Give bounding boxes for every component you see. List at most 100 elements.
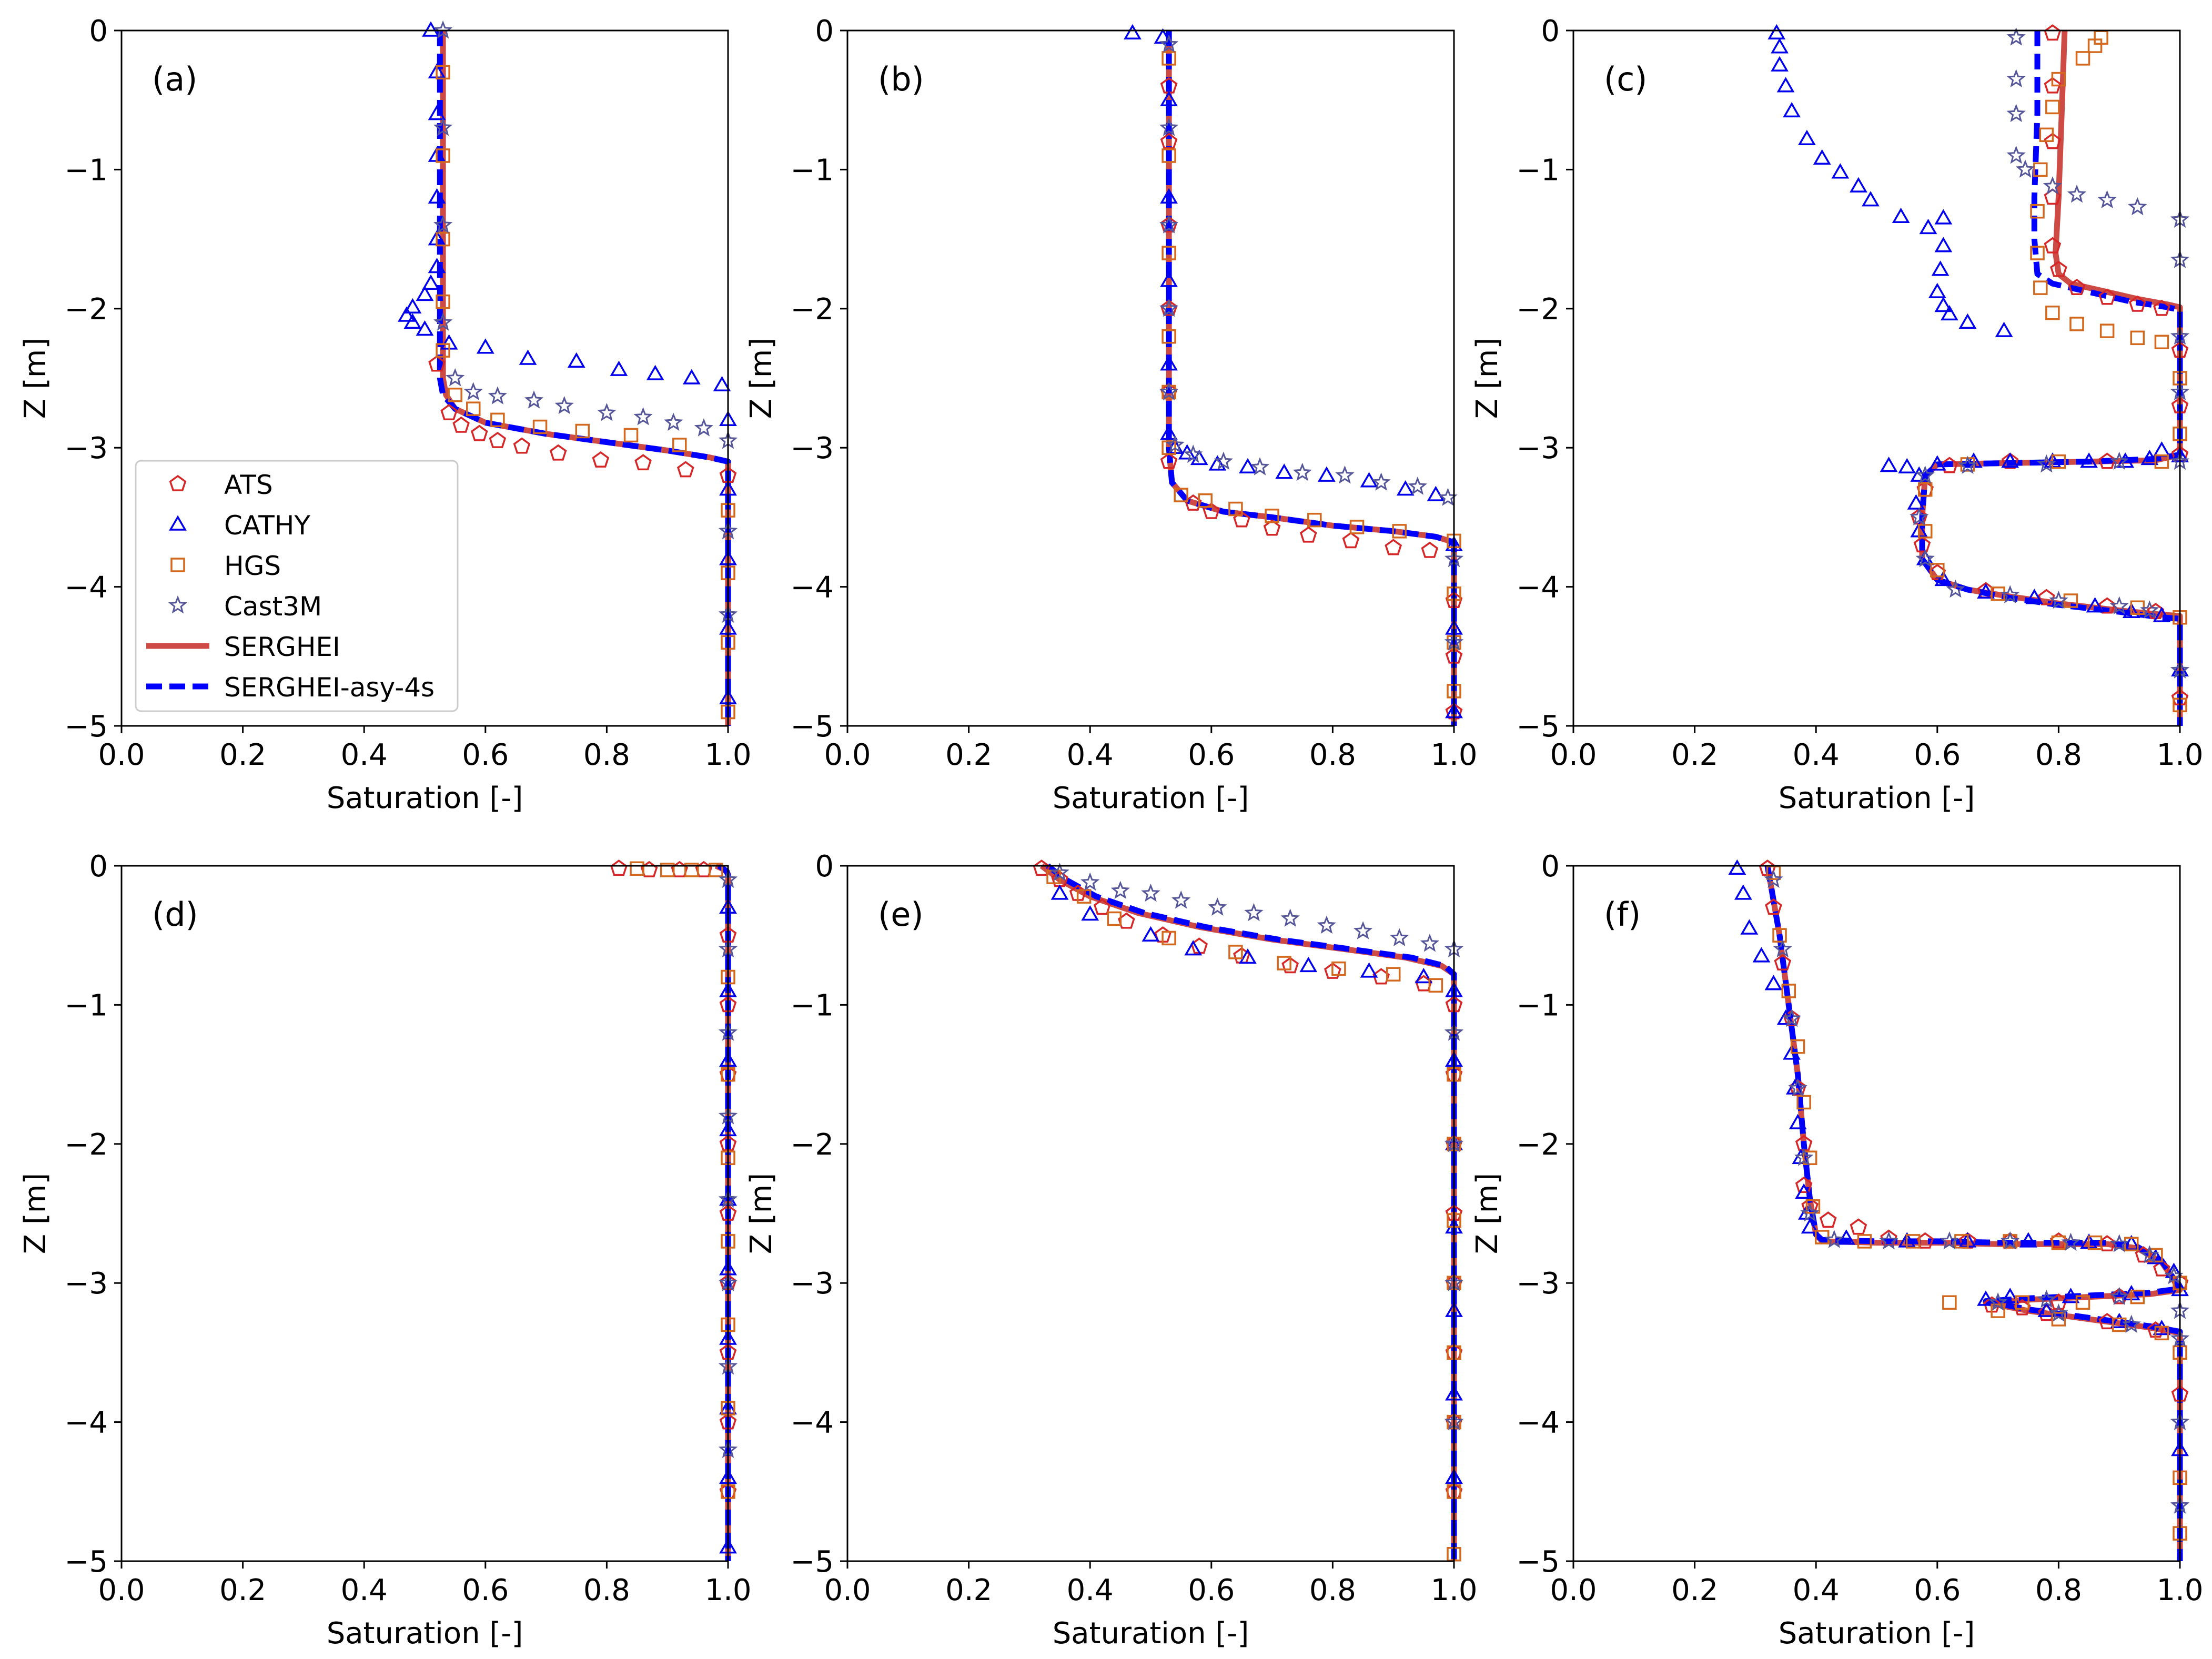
x-tick-label: 0.2 <box>945 738 992 772</box>
panel-label: (c) <box>1604 60 1647 98</box>
data-point <box>1765 898 1782 915</box>
data-point <box>1917 524 1933 539</box>
data-point <box>1813 149 1831 165</box>
data-point <box>2153 1260 2170 1277</box>
data-point <box>1801 1218 1819 1234</box>
data-point <box>1051 884 1069 900</box>
data-point <box>2067 184 2087 203</box>
data-point <box>2148 1248 2163 1263</box>
y-tick-label: −1 <box>790 153 834 187</box>
data-point <box>2037 1289 2056 1308</box>
data-point <box>2109 1234 2129 1252</box>
data-point <box>1390 928 1409 946</box>
y-tick-label: −5 <box>1516 1545 1560 1579</box>
data-point <box>1208 455 1227 471</box>
x-tick-label: 0.2 <box>1671 1573 1718 1607</box>
data-point <box>1850 1218 1867 1235</box>
data-point <box>433 312 453 331</box>
series-line-serghei <box>440 31 731 726</box>
data-point <box>2051 1312 2066 1327</box>
x-tick-label: 0.2 <box>1671 738 1718 772</box>
data-point <box>634 454 652 471</box>
data-point <box>1728 859 1746 875</box>
chart-panel-f: 0.0 0.2 0.4 0.6 0.8 1.0 0 −1 −2 −3 −4 −5 Saturation … <box>1470 849 2204 1651</box>
data-point <box>1190 449 1208 466</box>
data-point <box>2025 589 2044 604</box>
data-point <box>1915 549 1935 568</box>
data-point <box>2086 597 2104 613</box>
data-point <box>1275 463 1294 479</box>
chart-panel-c: 0.0 0.2 0.4 0.6 0.8 1.0 0 −1 −2 −3 −4 −5 Saturation … <box>1470 14 2204 815</box>
data-point <box>1958 456 1977 474</box>
data-point <box>2044 237 2062 254</box>
data-point <box>1752 947 1771 963</box>
data-point <box>2153 299 2170 316</box>
series-cast3m-markers <box>1159 34 1464 651</box>
data-point <box>713 376 731 391</box>
data-point <box>1783 1009 1801 1026</box>
plot-frame <box>120 29 729 727</box>
data-point <box>660 863 675 877</box>
data-point <box>1160 424 1178 440</box>
data-point <box>2130 1289 2145 1304</box>
data-point <box>2015 1295 2029 1310</box>
plot-frame <box>1572 865 2181 1562</box>
data-point <box>1174 488 1188 502</box>
x-tick-label: 1.0 <box>704 1573 751 1607</box>
data-point <box>1773 939 1793 958</box>
series-cast3m-markers <box>1764 869 2190 1514</box>
x-tick-label: 0.0 <box>824 738 871 772</box>
data-point <box>1161 930 1176 946</box>
data-point <box>466 401 481 416</box>
data-point <box>422 274 440 290</box>
data-point <box>2061 1232 2080 1251</box>
y-tick-label: −2 <box>790 1128 834 1162</box>
data-point <box>1934 209 1953 225</box>
y-axis-label: Z [m] <box>1470 1173 1504 1254</box>
data-point <box>1850 177 1867 193</box>
x-tick-label: 1.0 <box>2156 1573 2203 1607</box>
series-cast3m-markers <box>433 20 738 623</box>
data-point <box>513 437 531 454</box>
data-point <box>684 863 699 877</box>
data-point <box>549 444 567 461</box>
y-tick-label: 0 <box>815 849 834 884</box>
data-point <box>1233 511 1250 528</box>
data-point <box>1159 117 1179 136</box>
data-point <box>1879 1231 1898 1250</box>
data-point <box>2128 295 2146 312</box>
data-point <box>1161 329 1176 344</box>
y-tick-label: −5 <box>790 1545 834 1579</box>
data-point <box>1824 1230 1844 1248</box>
data-point <box>575 423 590 439</box>
data-point <box>1977 583 1995 599</box>
data-point <box>2049 1303 2068 1322</box>
data-point <box>1805 1199 1821 1214</box>
data-point <box>2110 1312 2128 1328</box>
data-point <box>2122 1235 2140 1250</box>
data-point <box>2044 188 2062 205</box>
data-point <box>1919 218 1937 235</box>
data-point <box>610 360 628 376</box>
data-point <box>2098 597 2116 614</box>
data-point <box>2099 323 2115 338</box>
data-point <box>2006 27 2026 46</box>
x-axis-label: Saturation [-] <box>1779 781 1975 815</box>
data-point <box>1991 1303 2005 1318</box>
x-tick-label: 0.0 <box>1550 738 1597 772</box>
x-tick-label: 0.8 <box>2035 738 2082 772</box>
data-point <box>2153 441 2171 457</box>
legend-label: SERGHEI <box>224 632 340 662</box>
y-tick-label: −5 <box>64 1545 108 1579</box>
data-point <box>1263 519 1281 536</box>
data-point <box>436 343 450 358</box>
data-point <box>1371 472 1391 491</box>
data-point <box>1790 1039 1805 1054</box>
data-point <box>554 396 574 414</box>
x-axis-label: Saturation [-] <box>327 781 523 815</box>
data-point <box>2130 330 2145 346</box>
chart-panel-b: 0.0 0.2 0.4 0.6 0.8 1.0 0 −1 −2 −3 −4 −5 Saturation … <box>744 14 1478 815</box>
data-point <box>1915 466 1935 484</box>
data-point <box>2039 127 2054 143</box>
legend-marker <box>168 595 188 614</box>
